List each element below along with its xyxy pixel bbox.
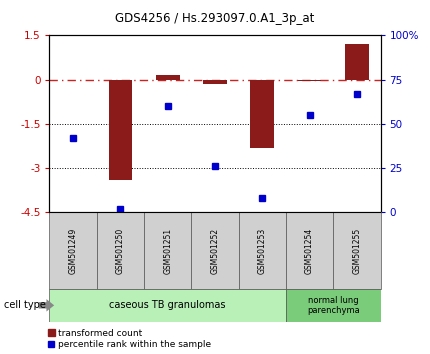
Text: cell type: cell type (4, 300, 46, 310)
Bar (250, 80, 274, 148)
Text: GSM501251: GSM501251 (163, 227, 172, 274)
Bar (97, 212, 144, 289)
Bar (144, 212, 191, 289)
Bar (286, 289, 381, 322)
Bar (49, 289, 286, 322)
Text: GSM501253: GSM501253 (258, 227, 267, 274)
Legend: transformed count, percentile rank within the sample: transformed count, percentile rank withi… (47, 329, 212, 349)
Bar (239, 212, 286, 289)
Text: GSM501252: GSM501252 (211, 227, 219, 274)
Text: GDS4256 / Hs.293097.0.A1_3p_at: GDS4256 / Hs.293097.0.A1_3p_at (115, 12, 315, 25)
Bar (286, 212, 333, 289)
Text: GSM501254: GSM501254 (305, 227, 314, 274)
Bar (108, 80, 132, 180)
Bar (203, 80, 227, 84)
Bar (345, 44, 369, 80)
Bar (333, 212, 381, 289)
Bar (49, 212, 97, 289)
Text: caseous TB granulomas: caseous TB granulomas (110, 300, 226, 310)
Bar (191, 212, 239, 289)
Bar (156, 75, 180, 80)
Text: normal lung
parenchyma: normal lung parenchyma (307, 296, 359, 315)
Text: GSM501250: GSM501250 (116, 227, 125, 274)
Text: GSM501249: GSM501249 (69, 227, 77, 274)
Bar (298, 80, 321, 81)
Text: GSM501255: GSM501255 (353, 227, 361, 274)
